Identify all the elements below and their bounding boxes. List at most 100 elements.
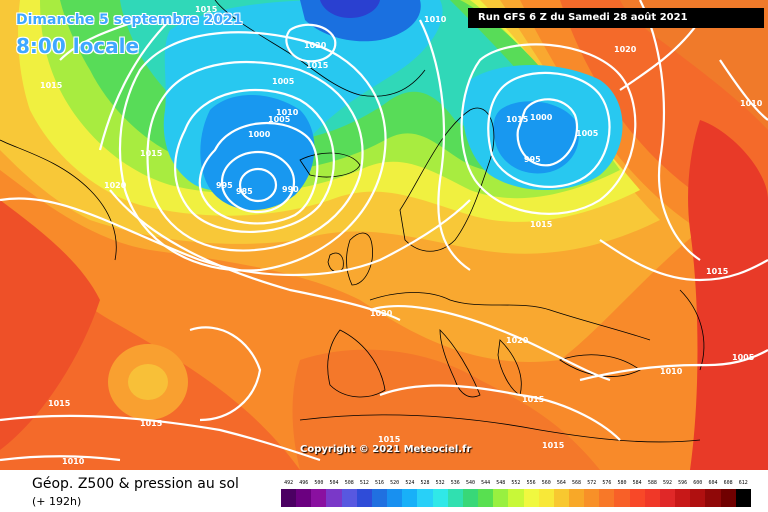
scale-label: 528 xyxy=(420,480,430,486)
scale-label: 516 xyxy=(375,480,385,486)
scale-swatch xyxy=(341,489,357,507)
scale-swatch xyxy=(690,489,706,507)
isobar-label: 1015 xyxy=(48,399,71,408)
scale-swatch xyxy=(735,489,751,507)
isobar-1010-ne xyxy=(719,59,768,121)
scale-label: 596 xyxy=(678,480,688,486)
black-sea-coast xyxy=(559,354,641,377)
scale-label: 536 xyxy=(450,480,460,486)
isobar-1015-north xyxy=(0,197,471,277)
scale-label: 532 xyxy=(435,480,445,486)
scale-label: 520 xyxy=(390,480,400,486)
scale-swatch xyxy=(508,489,524,507)
scale-label: 580 xyxy=(617,480,627,486)
scale-swatch xyxy=(538,489,554,507)
scale-swatch xyxy=(584,489,600,507)
italy-coast xyxy=(439,329,481,398)
z500-field-east xyxy=(688,120,768,470)
isobar-995 xyxy=(198,121,319,225)
scale-label: 588 xyxy=(647,480,657,486)
scale-swatch xyxy=(553,489,569,507)
z500-field-siberia xyxy=(620,0,768,130)
z500-field-mediterranean xyxy=(292,349,600,470)
isobar-1020-greenland xyxy=(285,23,337,63)
scale-swatch xyxy=(644,489,660,507)
scale-label: 604 xyxy=(708,480,718,486)
scale-swatch xyxy=(720,489,736,507)
isobar-label: 1020 xyxy=(506,336,529,345)
isobar-label: 1020 xyxy=(614,45,637,54)
europe-north-coast xyxy=(369,292,651,341)
color-scale-labels: 492 496 500 504 508 512 516 520 524 528 532 536 540 5… xyxy=(281,478,751,488)
scale-label: 492 xyxy=(284,480,294,486)
isobar-label: 1010 xyxy=(740,99,763,108)
isobar-label: 1015 xyxy=(140,149,163,158)
scale-label: 500 xyxy=(314,480,324,486)
scale-label: 592 xyxy=(662,480,672,486)
isobar-1015-scandinavia xyxy=(419,19,471,271)
forecast-range: (+ 192h) xyxy=(32,495,82,508)
copyright-text: Copyright © 2021 Meteociel.fr xyxy=(300,444,472,455)
isobar-1005 xyxy=(146,61,364,252)
isobar-1020-europe xyxy=(369,304,611,382)
scale-label: 556 xyxy=(526,480,536,486)
iberia-coast xyxy=(327,329,386,398)
isobar-1020-ural xyxy=(639,0,701,261)
scale-swatch xyxy=(675,489,691,507)
isobar-1010-south xyxy=(0,455,121,462)
map-canvas: 1015 1010 1020 1015 1005 1010 1005 1000 … xyxy=(0,0,768,470)
isobar-label: 1015 xyxy=(542,441,565,450)
scale-swatch xyxy=(493,489,509,507)
scale-swatch xyxy=(705,489,721,507)
forecast-date: Dimanche 5 septembre 2021 xyxy=(16,12,243,28)
scale-label: 572 xyxy=(587,480,597,486)
scale-label: 568 xyxy=(572,480,582,486)
scale-swatch xyxy=(629,489,645,507)
isobar-label: 1005 xyxy=(576,129,599,138)
legend-footer: Géop. Z500 & pression au sol (+ 192h) 49… xyxy=(0,470,768,512)
scale-label: 612 xyxy=(738,480,748,486)
isobar-1000 xyxy=(174,88,335,233)
isobar-1020-azores xyxy=(189,326,262,422)
scale-label: 504 xyxy=(329,480,339,486)
north-africa-coast xyxy=(299,414,701,443)
color-scale-swatches xyxy=(281,489,751,507)
isobar-label: 1020 xyxy=(370,309,393,318)
scale-swatch xyxy=(568,489,585,507)
scale-swatch xyxy=(523,489,539,507)
isobar-label: 1020 xyxy=(304,41,327,50)
isobar-label: 1015 xyxy=(706,267,729,276)
iceland-coast xyxy=(299,152,361,178)
scale-swatch xyxy=(356,489,372,507)
isobar-1010 xyxy=(118,31,387,272)
isobar-label: 995 xyxy=(524,155,541,164)
isobar-label: 1005 xyxy=(732,353,755,362)
isobar-990 xyxy=(220,150,296,214)
caspian-coast xyxy=(679,289,705,371)
isobar-1015-east xyxy=(599,239,768,282)
scale-swatch xyxy=(478,489,494,507)
scale-label: 600 xyxy=(693,480,703,486)
scale-label: 576 xyxy=(602,480,612,486)
isobar-995-russia xyxy=(516,98,579,167)
scale-swatch xyxy=(387,489,403,507)
isobar-label: 1005 xyxy=(272,77,295,86)
run-info-banner: Run GFS 6 Z du Samedi 28 août 2021 xyxy=(468,8,764,28)
scale-swatch xyxy=(614,489,630,507)
scale-swatch xyxy=(326,489,342,507)
isobar-label: 1010 xyxy=(62,457,85,466)
scale-label: 496 xyxy=(299,480,309,486)
scale-swatch xyxy=(432,489,448,507)
isobar-label: 1015 xyxy=(140,419,163,428)
isobar-label: 1000 xyxy=(248,130,271,139)
isobar-label: 1010 xyxy=(660,367,683,376)
scale-label: 560 xyxy=(541,480,551,486)
scale-label: 524 xyxy=(405,480,415,486)
scale-label: 584 xyxy=(632,480,642,486)
isobar-label: 1015 xyxy=(40,81,63,90)
scale-label: 512 xyxy=(359,480,369,486)
scale-swatch xyxy=(402,489,418,507)
color-scale: 492 496 500 504 508 512 516 520 524 528 532 536 540 5… xyxy=(281,478,751,510)
z500-field-atlantic-south xyxy=(0,200,100,450)
isobar-label: 1015 xyxy=(530,220,553,229)
